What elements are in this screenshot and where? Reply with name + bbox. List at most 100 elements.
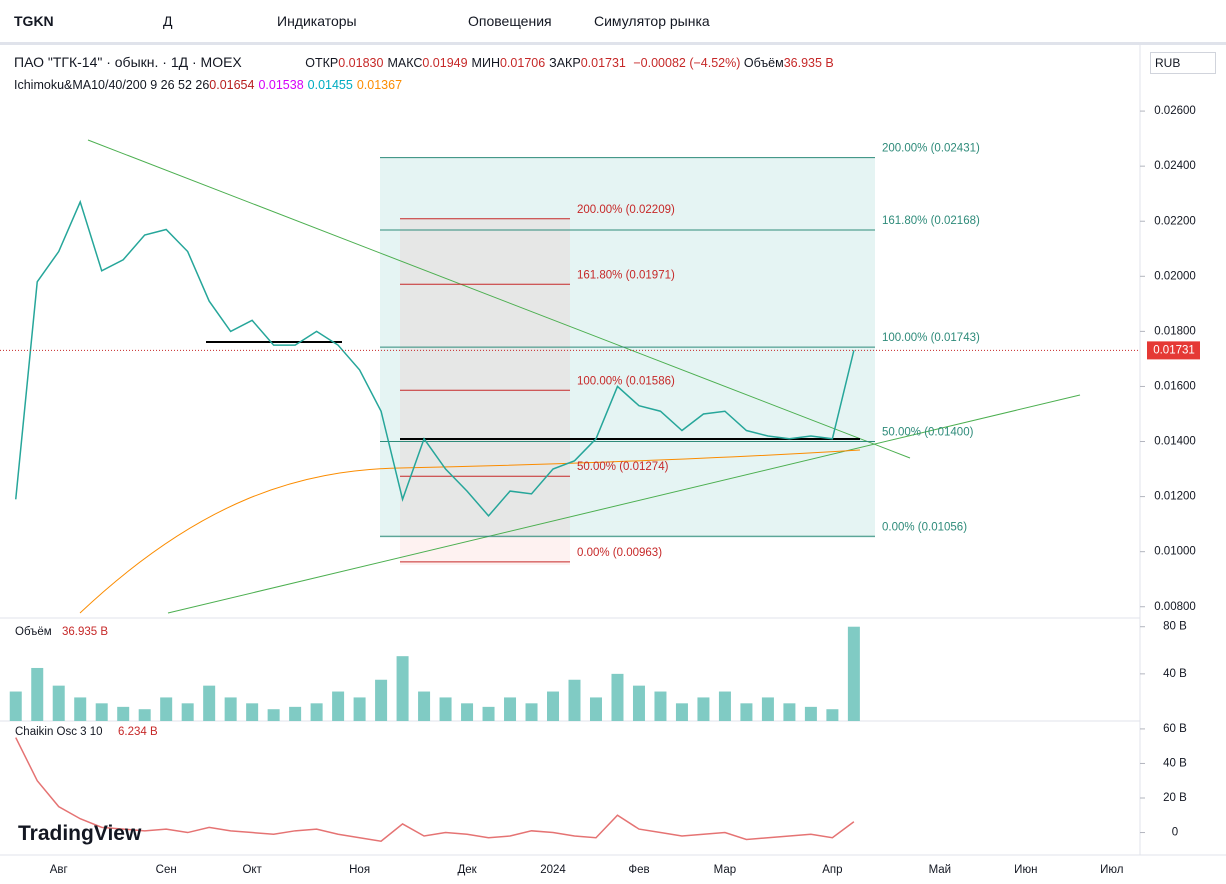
ohlc-value: 0.01731 xyxy=(580,56,626,70)
ma-line xyxy=(79,449,861,614)
volume-bar xyxy=(740,703,753,721)
y-tick-label: 0.00800 xyxy=(1154,601,1196,613)
y-tick-label: 0.01000 xyxy=(1154,546,1196,558)
volume-bar xyxy=(396,656,409,721)
x-tick-label: Май xyxy=(929,864,952,876)
volume-bar xyxy=(267,709,280,721)
trend-line xyxy=(87,139,911,459)
toolbar: TGKN Д Индикаторы Оповещения Симулятор р… xyxy=(0,0,1226,45)
series-line xyxy=(15,737,855,842)
brand: TradingView xyxy=(18,822,142,845)
volume-bar xyxy=(52,685,65,721)
volume-bar xyxy=(675,703,688,721)
fib-label: 50.00% (0.01400) xyxy=(882,427,974,439)
alerts-button[interactable]: Оповещения xyxy=(468,13,552,29)
indicator-value: 0.01654 xyxy=(209,78,255,92)
x-tick-label: Авг xyxy=(50,864,68,876)
fib-label: 161.80% (0.02168) xyxy=(882,215,980,227)
y-tick-label: 0.01600 xyxy=(1154,380,1196,392)
volume-bar xyxy=(525,703,538,721)
ohlc-value: 0.01949 xyxy=(422,56,468,70)
volume-bar xyxy=(203,685,216,721)
y-tick-label: 80 B xyxy=(1163,621,1187,633)
volume-bar xyxy=(568,679,581,721)
indicators-button[interactable]: Индикаторы xyxy=(277,13,357,29)
volume-value: 36.935 B xyxy=(783,56,834,70)
change: −0.00082 (−4.52%) xyxy=(633,56,741,70)
y-tick-label: 0 xyxy=(1172,827,1178,839)
currency[interactable]: RUB xyxy=(1150,52,1216,74)
fib-label: 200.00% (0.02209) xyxy=(577,204,675,216)
price-tag-bg xyxy=(1147,341,1200,360)
ohlc-label: ОТКР xyxy=(305,56,339,70)
symbol-title: ПАО "ТГК-14" · обыкн. · 1Д · MOEX xyxy=(14,54,242,70)
volume-bar xyxy=(611,673,624,721)
header: ПАО "ТГК-14" · обыкн. · 1Д · MOEX ОТКР0.… xyxy=(14,54,834,70)
fib-label: 200.00% (0.02431) xyxy=(882,143,980,155)
y-tick-label: 0.01200 xyxy=(1154,491,1196,503)
volume-bar xyxy=(761,697,774,721)
fib-label: 161.80% (0.01971) xyxy=(577,269,675,281)
ohlc-label: МАКС xyxy=(387,56,423,70)
volume-bar xyxy=(847,626,860,721)
volume-bar xyxy=(332,691,345,721)
y-tick-label: 0.02200 xyxy=(1154,215,1196,227)
volume-bar xyxy=(547,691,560,721)
ohlc-label: МИН xyxy=(471,56,500,70)
y-tick-label: 0.02400 xyxy=(1154,160,1196,172)
volume-bar xyxy=(160,697,173,721)
indicator-legend: Ichimoku&MA10/40/200 9 26 52 260.01654 0.… xyxy=(14,78,406,92)
volume-bar xyxy=(482,706,495,721)
volume-bar xyxy=(589,697,602,721)
volume-bar xyxy=(353,697,366,721)
ohlc-value: 0.01830 xyxy=(338,56,384,70)
volume-bar xyxy=(74,697,87,721)
volume-bar xyxy=(31,667,44,721)
volume-bar xyxy=(310,703,323,721)
volume-bar xyxy=(439,697,452,721)
indicator-value: 0.01455 xyxy=(307,78,353,92)
volume-bar xyxy=(804,706,817,721)
trend-line xyxy=(167,394,1081,614)
volume-bar xyxy=(418,691,431,721)
y-tick-label: 0.02600 xyxy=(1154,105,1196,117)
x-tick-label: Сен xyxy=(156,864,177,876)
volume-bar xyxy=(9,691,22,721)
volume-bar xyxy=(632,685,645,721)
pane-value: 6.234 B xyxy=(118,726,158,738)
x-tick-label: Дек xyxy=(457,864,477,876)
symbol[interactable]: TGKN xyxy=(14,13,54,29)
volume-bar xyxy=(246,703,259,721)
volume-bar xyxy=(783,703,796,721)
x-tick-label: Июн xyxy=(1014,864,1037,876)
volume-bar xyxy=(181,703,194,721)
x-tick-label: Ноя xyxy=(349,864,370,876)
x-tick-label: Апр xyxy=(822,864,842,876)
indicator-name: Ichimoku&MA10/40/200 9 26 52 26 xyxy=(14,78,210,92)
replay-button[interactable]: Симулятор рынка xyxy=(594,13,710,29)
pane-title: Объём xyxy=(15,626,52,638)
indicator-value: 0.01538 xyxy=(258,78,304,92)
x-tick-label: Фев xyxy=(628,864,649,876)
volume-bar xyxy=(504,697,517,721)
fib-label: 100.00% (0.01743) xyxy=(882,332,980,344)
x-tick-label: 2024 xyxy=(540,864,566,876)
ohlc: ОТКР0.01830 МАКС0.01949 МИН0.01706 ЗАКР0.01… xyxy=(305,56,630,70)
pane-title: Chaikin Osc 3 10 xyxy=(15,726,103,738)
fib-label: 0.00% (0.01056) xyxy=(882,521,967,533)
volume-bar xyxy=(95,703,108,721)
series-line xyxy=(14,199,855,518)
volume-bar xyxy=(289,706,302,721)
fib-label: 100.00% (0.01586) xyxy=(577,375,675,387)
x-tick-label: Окт xyxy=(242,864,262,876)
volume-bar xyxy=(224,697,237,721)
fib-label: 50.00% (0.01274) xyxy=(577,461,669,473)
volume-bar xyxy=(697,697,710,721)
interval[interactable]: Д xyxy=(163,13,173,29)
y-tick-label: 40 B xyxy=(1163,668,1187,680)
y-tick-label: 40 B xyxy=(1163,757,1187,769)
y-tick-label: 20 B xyxy=(1163,792,1187,804)
volume-bar xyxy=(117,706,130,721)
volume-bar xyxy=(138,709,151,721)
